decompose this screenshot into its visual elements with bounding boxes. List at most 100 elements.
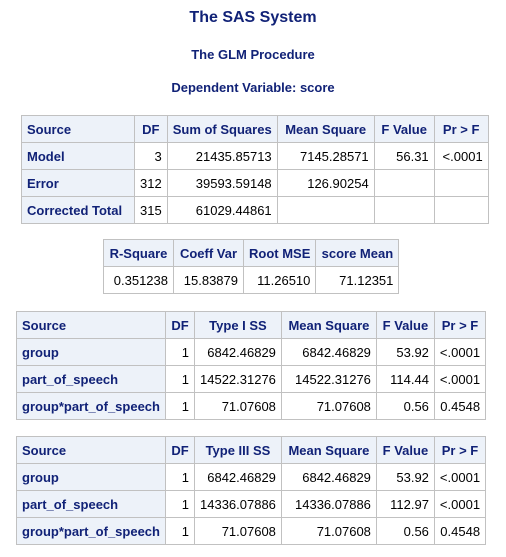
cell-df: 1 bbox=[165, 365, 195, 393]
row-header: group bbox=[16, 338, 166, 366]
col-header-ms: Mean Square bbox=[280, 436, 377, 464]
row-header: part_of_speech bbox=[16, 365, 166, 393]
row-header: Error bbox=[21, 169, 135, 197]
cell-coeffvar: 15.83879 bbox=[173, 266, 244, 294]
cell-ms: 71.07608 bbox=[280, 392, 377, 420]
table-header-row: Source DF Type I SS Mean Square F Value … bbox=[16, 311, 487, 339]
row-header: group*part_of_speech bbox=[16, 517, 166, 545]
cell-f: 56.31 bbox=[373, 142, 435, 170]
col-header-source: Source bbox=[21, 115, 135, 143]
col-header-ss: Type III SS bbox=[194, 436, 282, 464]
cell-df: 1 bbox=[165, 338, 195, 366]
col-header-ms: Mean Square bbox=[276, 115, 375, 143]
col-header-p: Pr > F bbox=[433, 311, 487, 339]
col-header-df: DF bbox=[165, 311, 195, 339]
cell-f: 53.92 bbox=[375, 463, 435, 491]
col-header-coeffvar: Coeff Var bbox=[173, 239, 244, 267]
table-row: group 1 6842.46829 6842.46829 53.92 <.00… bbox=[16, 338, 487, 366]
cell-f: 112.97 bbox=[375, 490, 435, 518]
report-title: The SAS System bbox=[189, 9, 317, 26]
cell-df: 1 bbox=[165, 517, 195, 545]
cell-f: 0.56 bbox=[375, 517, 435, 545]
cell-p: <.0001 bbox=[433, 365, 487, 393]
cell-ms: 126.90254 bbox=[276, 169, 375, 197]
cell-p bbox=[433, 196, 489, 224]
table-row: Corrected Total 315 61029.44861 bbox=[21, 196, 489, 224]
col-header-p: Pr > F bbox=[433, 436, 487, 464]
col-header-f: F Value bbox=[375, 311, 435, 339]
cell-ss: 6842.46829 bbox=[194, 463, 282, 491]
table-row: Error 312 39593.59148 126.90254 bbox=[21, 169, 489, 197]
cell-ss: 14336.07886 bbox=[194, 490, 282, 518]
col-header-ss: Type I SS bbox=[194, 311, 282, 339]
cell-p bbox=[433, 169, 489, 197]
col-header-p: Pr > F bbox=[433, 115, 489, 143]
table-row: group*part_of_speech 1 71.07608 71.07608… bbox=[16, 517, 487, 545]
cell-rootmse: 11.26510 bbox=[242, 266, 317, 294]
col-header-rootmse: Root MSE bbox=[242, 239, 317, 267]
cell-ms: 14522.31276 bbox=[280, 365, 377, 393]
col-header-source: Source bbox=[16, 436, 166, 464]
table-row: 0.351238 15.83879 11.26510 71.12351 bbox=[103, 266, 400, 294]
cell-ss: 6842.46829 bbox=[194, 338, 282, 366]
cell-ss: 39593.59148 bbox=[166, 169, 278, 197]
type1-ss-table: Source DF Type I SS Mean Square F Value … bbox=[16, 311, 487, 420]
cell-df: 1 bbox=[165, 463, 195, 491]
cell-f: 114.44 bbox=[375, 365, 435, 393]
cell-ms: 7145.28571 bbox=[276, 142, 375, 170]
fit-statistics-table: R-Square Coeff Var Root MSE score Mean 0… bbox=[103, 239, 400, 294]
table-row: part_of_speech 1 14336.07886 14336.07886… bbox=[16, 490, 487, 518]
cell-f: 53.92 bbox=[375, 338, 435, 366]
cell-f: 0.56 bbox=[375, 392, 435, 420]
dependent-variable-title: Dependent Variable: score bbox=[171, 80, 335, 95]
cell-ss: 61029.44861 bbox=[166, 196, 278, 224]
table-row: part_of_speech 1 14522.31276 14522.31276… bbox=[16, 365, 487, 393]
cell-ss: 21435.85713 bbox=[166, 142, 278, 170]
col-header-df: DF bbox=[165, 436, 195, 464]
table-header-row: Source DF Sum of Squares Mean Square F V… bbox=[21, 115, 489, 143]
cell-f bbox=[373, 169, 435, 197]
table-row: group 1 6842.46829 6842.46829 53.92 <.00… bbox=[16, 463, 487, 491]
col-header-f: F Value bbox=[373, 115, 435, 143]
cell-ms: 6842.46829 bbox=[280, 463, 377, 491]
table-header-row: R-Square Coeff Var Root MSE score Mean bbox=[103, 239, 400, 267]
cell-p: <.0001 bbox=[433, 338, 487, 366]
cell-rsquare: 0.351238 bbox=[103, 266, 174, 294]
cell-ms: 71.07608 bbox=[280, 517, 377, 545]
col-header-scoremean: score Mean bbox=[315, 239, 400, 267]
table-header-row: Source DF Type III SS Mean Square F Valu… bbox=[16, 436, 487, 464]
cell-ss: 14522.31276 bbox=[194, 365, 282, 393]
procedure-title: The GLM Procedure bbox=[191, 47, 315, 62]
type3-ss-table: Source DF Type III SS Mean Square F Valu… bbox=[16, 436, 487, 545]
cell-f bbox=[373, 196, 435, 224]
col-header-ss: Sum of Squares bbox=[166, 115, 278, 143]
cell-df: 315 bbox=[134, 196, 168, 224]
col-header-df: DF bbox=[134, 115, 168, 143]
cell-ss: 71.07608 bbox=[194, 392, 282, 420]
col-header-f: F Value bbox=[375, 436, 435, 464]
cell-df: 3 bbox=[134, 142, 168, 170]
col-header-rsquare: R-Square bbox=[103, 239, 174, 267]
cell-p: 0.4548 bbox=[433, 517, 487, 545]
cell-ss: 71.07608 bbox=[194, 517, 282, 545]
cell-p: 0.4548 bbox=[433, 392, 487, 420]
table-row: group*part_of_speech 1 71.07608 71.07608… bbox=[16, 392, 487, 420]
cell-ms: 14336.07886 bbox=[280, 490, 377, 518]
row-header: Corrected Total bbox=[21, 196, 135, 224]
row-header: group bbox=[16, 463, 166, 491]
cell-ms bbox=[276, 196, 375, 224]
table-row: Model 3 21435.85713 7145.28571 56.31 <.0… bbox=[21, 142, 489, 170]
col-header-ms: Mean Square bbox=[280, 311, 377, 339]
cell-df: 312 bbox=[134, 169, 168, 197]
cell-df: 1 bbox=[165, 490, 195, 518]
row-header: group*part_of_speech bbox=[16, 392, 166, 420]
row-header: part_of_speech bbox=[16, 490, 166, 518]
cell-p: <.0001 bbox=[433, 490, 487, 518]
cell-p: <.0001 bbox=[433, 142, 489, 170]
cell-ms: 6842.46829 bbox=[280, 338, 377, 366]
anova-table: Source DF Sum of Squares Mean Square F V… bbox=[21, 115, 489, 224]
row-header: Model bbox=[21, 142, 135, 170]
col-header-source: Source bbox=[16, 311, 166, 339]
cell-scoremean: 71.12351 bbox=[315, 266, 400, 294]
cell-df: 1 bbox=[165, 392, 195, 420]
